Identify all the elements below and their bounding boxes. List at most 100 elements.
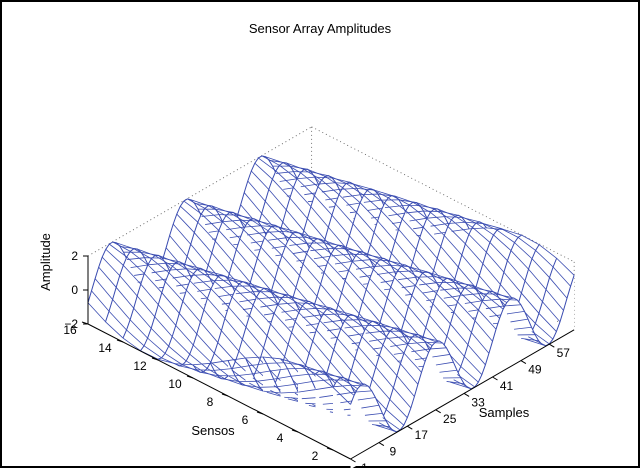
- mesh-column-line: [344, 325, 363, 329]
- mesh-row-line: [227, 208, 453, 387]
- x-tick: [435, 409, 441, 414]
- mesh-column-line: [336, 338, 356, 359]
- mesh-column-line: [298, 389, 316, 393]
- x-tick: [492, 376, 498, 381]
- mesh-column-line: [224, 378, 243, 386]
- mesh-column-line: [521, 292, 540, 314]
- mesh-column-line: [411, 295, 430, 316]
- mesh-column-line: [260, 303, 279, 308]
- mesh-column-line: [326, 373, 344, 379]
- mesh-column-line: [308, 352, 327, 375]
- mesh-column-line: [275, 170, 294, 188]
- mesh-column-line: [257, 257, 276, 280]
- mesh-column-line: [217, 276, 236, 290]
- mesh-column-line: [238, 350, 257, 371]
- mesh-column-line: [334, 260, 353, 265]
- mesh-column-line: [280, 298, 300, 313]
- mesh-column-line: [282, 231, 300, 234]
- mesh-column-line: [354, 358, 373, 380]
- mesh-column-line: [355, 255, 374, 270]
- mesh-column-line: [333, 309, 352, 315]
- mesh-column-line: [211, 279, 229, 282]
- mesh-column-line: [306, 253, 325, 273]
- mesh-column-line: [335, 182, 354, 185]
- y-tick-label: 10: [168, 377, 182, 391]
- mesh-column-line: [535, 250, 554, 268]
- mesh-column-line: [333, 349, 352, 371]
- mesh-column-line: [531, 331, 550, 345]
- mesh-column-line: [388, 197, 406, 211]
- mesh-column-line: [197, 221, 216, 242]
- mesh-column-line: [398, 229, 417, 250]
- mesh-column-line: [291, 332, 310, 354]
- mesh-column-line: [207, 298, 226, 319]
- mesh-column-line: [373, 232, 392, 254]
- mesh-column-line: [246, 222, 265, 238]
- mesh-column-line: [315, 329, 335, 350]
- mesh-column-line: [119, 275, 138, 297]
- mesh-column-line: [264, 237, 283, 256]
- mesh-column-line: [478, 309, 497, 330]
- mesh-column-line: [404, 336, 422, 338]
- mesh-column-line: [239, 238, 258, 259]
- mesh-column-line: [316, 307, 335, 311]
- mesh-column-line: [357, 397, 376, 401]
- mesh-column-line: [457, 301, 476, 322]
- mesh-column-line: [217, 342, 236, 362]
- mesh-column-line: [370, 188, 389, 199]
- mesh-column-line: [510, 250, 529, 270]
- mesh-column-line: [208, 205, 227, 217]
- x-tick-label: 33: [471, 395, 485, 409]
- mesh-column-line: [323, 272, 342, 294]
- mesh-column-line: [387, 260, 406, 266]
- mesh-column-line: [365, 328, 384, 346]
- mesh-column-line: [386, 336, 405, 354]
- mesh-column-line: [224, 318, 243, 340]
- mesh-column-line: [210, 288, 229, 308]
- mesh-column-line: [345, 183, 364, 196]
- mesh-column-line: [192, 344, 212, 363]
- mesh-column-line: [258, 157, 277, 172]
- x-tick-label: 57: [557, 346, 571, 360]
- mesh-column-line: [439, 369, 458, 373]
- mesh-column-line: [514, 242, 533, 260]
- mesh-column-line: [364, 412, 383, 416]
- mesh-column-line: [266, 335, 285, 357]
- axes: 1 9 17 25 33 41 49 57 2 4 6 8 10 12 14 16 2 0 −2: [63, 249, 575, 468]
- mesh-column-line: [359, 251, 378, 264]
- mesh-column-line: [338, 244, 356, 256]
- mesh-column-line: [305, 368, 323, 372]
- mesh-column-line: [321, 188, 340, 193]
- mesh-column-line: [293, 187, 312, 207]
- mesh-column-line: [285, 209, 305, 231]
- mesh-column-line: [214, 368, 232, 371]
- mesh-column-line: [419, 237, 438, 259]
- mesh-column-line: [374, 189, 392, 196]
- mesh-column-line: [204, 269, 222, 276]
- mesh-column-line: [192, 362, 211, 366]
- mesh-column-line: [273, 375, 292, 380]
- z-tick-label: −2: [64, 317, 78, 331]
- mesh-column-line: [186, 289, 205, 311]
- mesh-column-line: [510, 318, 529, 323]
- mesh-column-line: [474, 320, 493, 342]
- mesh-column-line: [421, 336, 440, 342]
- mesh-column-line: [359, 202, 378, 222]
- x-tick-label: 49: [528, 363, 542, 377]
- y-tick-label: 2: [312, 449, 319, 463]
- mesh-column-line: [415, 276, 434, 278]
- mesh-column-line: [277, 383, 295, 388]
- mesh-column-line: [389, 330, 408, 345]
- z-tick-label: 2: [71, 249, 78, 263]
- mesh-column-line: [105, 248, 124, 266]
- mesh-column-line: [457, 266, 477, 288]
- mesh-column-line: [330, 253, 349, 271]
- chart-title: Sensor Array Amplitudes: [249, 21, 392, 36]
- mesh-column-line: [298, 307, 317, 311]
- mesh-column-line: [354, 390, 372, 393]
- mesh-column-line: [228, 306, 247, 328]
- mesh-column-line: [144, 273, 163, 293]
- mesh-column-line: [451, 228, 470, 232]
- mesh-column-line: [180, 205, 199, 223]
- mesh-column-line: [375, 424, 394, 432]
